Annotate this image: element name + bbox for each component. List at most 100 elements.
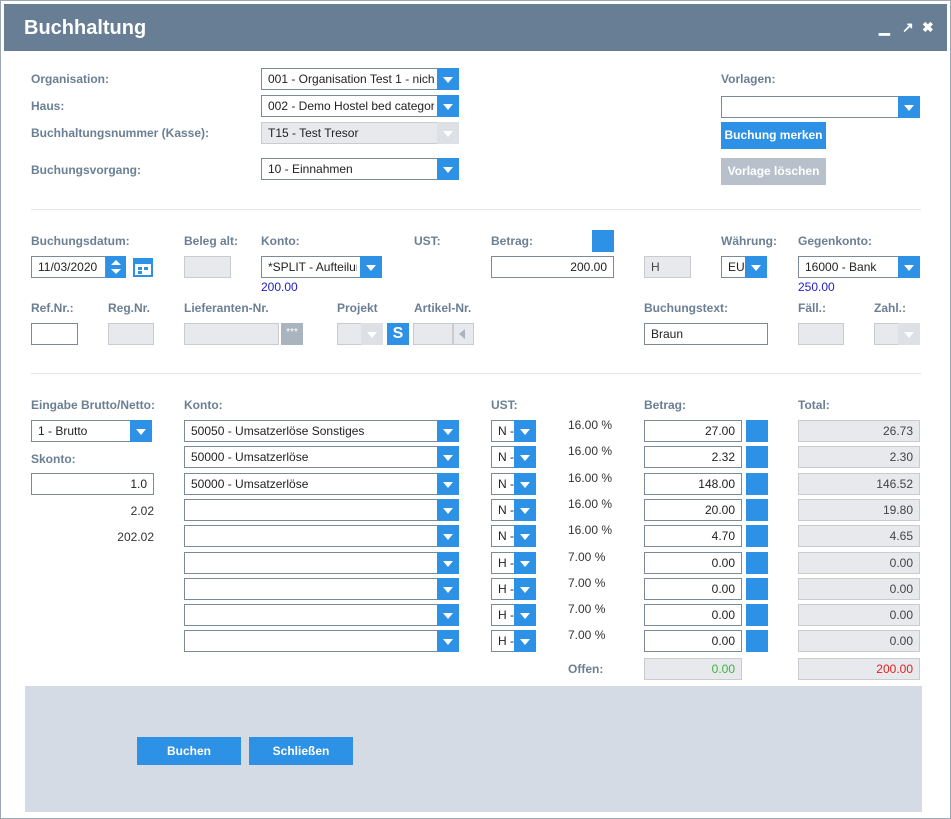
split-betrag-action-button[interactable]: [746, 578, 768, 600]
split-ust-select[interactable]: N -: [491, 525, 536, 547]
split-ust-select[interactable]: N -: [491, 473, 536, 495]
buchen-button[interactable]: Buchen: [137, 737, 241, 765]
chevron-down-icon[interactable]: [437, 630, 459, 652]
split-ust-percent: 16.00 %: [568, 471, 613, 485]
split-total-field: 26.73: [798, 420, 920, 442]
chevron-down-icon[interactable]: [437, 68, 459, 90]
chevron-down-icon[interactable]: [437, 420, 459, 442]
split-ust-select[interactable]: N -: [491, 499, 536, 521]
gegenkonto-select[interactable]: 16000 - Bank: [798, 256, 920, 278]
split-betrag-action-button[interactable]: [746, 604, 768, 626]
split-betrag-action-button[interactable]: [746, 473, 768, 495]
close-icon[interactable]: ✖: [922, 19, 934, 35]
split-betrag-action-button[interactable]: [746, 552, 768, 574]
split-ust-select[interactable]: H -: [491, 630, 536, 652]
split-betrag-action-button[interactable]: [746, 630, 768, 652]
eingabe-label: Eingabe Brutto/Netto:: [31, 398, 155, 412]
chevron-down-icon[interactable]: [898, 256, 920, 278]
vorlage-loeschen-button: Vorlage löschen: [721, 158, 826, 185]
offen-value: 0.00: [644, 658, 742, 680]
vorgang-select[interactable]: 10 - Einnahmen: [261, 158, 459, 180]
betrag-action-button[interactable]: [592, 230, 614, 252]
chevron-down-icon[interactable]: [514, 630, 536, 652]
chevron-down-icon[interactable]: [437, 446, 459, 468]
chevron-down-icon[interactable]: [514, 473, 536, 495]
refnr-input[interactable]: [31, 323, 78, 345]
maximize-icon[interactable]: ↗: [902, 19, 914, 35]
buchung-merken-button[interactable]: Buchung merken: [721, 122, 826, 149]
split-konto-select[interactable]: 50000 - Umsatzerlöse: [184, 473, 459, 495]
waehrung-select[interactable]: EUR: [721, 256, 767, 278]
kasse-value: T15 - Test Tresor: [268, 126, 359, 140]
projekt-label: Projekt: [337, 301, 378, 315]
split-ust-percent: 7.00 %: [568, 576, 606, 590]
refnr-label: Ref.Nr.:: [31, 301, 74, 315]
split-betrag-action-button[interactable]: [746, 420, 768, 442]
split-betrag-input[interactable]: 0.00: [644, 552, 742, 574]
lieferanten-lookup-button: ***: [281, 323, 303, 345]
split-konto-select[interactable]: [184, 630, 459, 652]
chevron-down-icon[interactable]: [514, 604, 536, 626]
skonto-input[interactable]: 1.0: [31, 473, 154, 495]
chevron-down-icon[interactable]: [514, 578, 536, 600]
split-betrag-input[interactable]: 2.32: [644, 446, 742, 468]
chevron-down-icon[interactable]: [437, 158, 459, 180]
split-betrag-input[interactable]: 0.00: [644, 578, 742, 600]
chevron-down-icon[interactable]: [360, 256, 382, 278]
s-button[interactable]: S: [387, 323, 409, 345]
chevron-down-icon[interactable]: [437, 552, 459, 574]
split-betrag-action-button[interactable]: [746, 525, 768, 547]
haus-select[interactable]: 002 - Demo Hostel bed categorie: [261, 95, 459, 117]
chevron-down-icon[interactable]: [437, 525, 459, 547]
split-betrag-input[interactable]: 0.00: [644, 630, 742, 652]
split-betrag-input[interactable]: 20.00: [644, 499, 742, 521]
chevron-down-icon[interactable]: [514, 420, 536, 442]
split-konto-select[interactable]: [184, 552, 459, 574]
buchungstext-input[interactable]: Braun: [644, 323, 768, 345]
ust-label: UST:: [414, 234, 441, 248]
calendar-icon[interactable]: [133, 256, 153, 278]
skonto-label: Skonto:: [31, 452, 76, 466]
chevron-down-icon[interactable]: [514, 446, 536, 468]
chevron-down-icon[interactable]: [437, 499, 459, 521]
vorlagen-select[interactable]: [721, 96, 920, 118]
chevron-down-icon[interactable]: [437, 604, 459, 626]
chevron-down-icon[interactable]: [898, 96, 920, 118]
chevron-down-icon[interactable]: [514, 525, 536, 547]
split-betrag-input[interactable]: 0.00: [644, 604, 742, 626]
split-ust-select[interactable]: H -: [491, 552, 536, 574]
betrag-input[interactable]: 200.00: [491, 256, 614, 278]
datum-input[interactable]: 11/03/2020: [31, 256, 106, 278]
split-betrag-action-button[interactable]: [746, 446, 768, 468]
split-konto-select[interactable]: 50000 - Umsatzerlöse: [184, 446, 459, 468]
chevron-down-icon[interactable]: [437, 578, 459, 600]
chevron-down-icon[interactable]: [130, 420, 152, 442]
split-betrag-action-button[interactable]: [746, 499, 768, 521]
offen-total: 200.00: [798, 658, 920, 680]
date-spinner[interactable]: [106, 256, 126, 278]
split-konto-select[interactable]: [184, 604, 459, 626]
konto-select[interactable]: *SPLIT - Aufteilun: [261, 256, 382, 278]
organisation-select[interactable]: 001 - Organisation Test 1 - nicht: [261, 68, 459, 90]
split-betrag-input[interactable]: 27.00: [644, 420, 742, 442]
split-konto-select[interactable]: [184, 499, 459, 521]
chevron-down-icon[interactable]: [745, 256, 767, 278]
chevron-down-icon[interactable]: [437, 95, 459, 117]
footer-panel: Buchen Schließen: [25, 686, 922, 812]
split-betrag-input[interactable]: 4.70: [644, 525, 742, 547]
split-ust-select[interactable]: H -: [491, 578, 536, 600]
split-ust-select[interactable]: N -: [491, 446, 536, 468]
split-ust-select[interactable]: N -: [491, 420, 536, 442]
chevron-down-icon[interactable]: [514, 552, 536, 574]
eingabe-select[interactable]: 1 - Brutto: [31, 420, 152, 442]
split-konto-select[interactable]: [184, 578, 459, 600]
minimize-icon[interactable]: ▁: [879, 19, 890, 35]
chevron-down-icon[interactable]: [514, 499, 536, 521]
split-ust-select[interactable]: H -: [491, 604, 536, 626]
split-konto-select[interactable]: 50050 - Umsatzerlöse Sonstiges: [184, 420, 459, 442]
split-betrag-input[interactable]: 148.00: [644, 473, 742, 495]
split-konto-select[interactable]: [184, 525, 459, 547]
schliessen-button[interactable]: Schließen: [249, 737, 353, 765]
chevron-down-icon[interactable]: [437, 473, 459, 495]
